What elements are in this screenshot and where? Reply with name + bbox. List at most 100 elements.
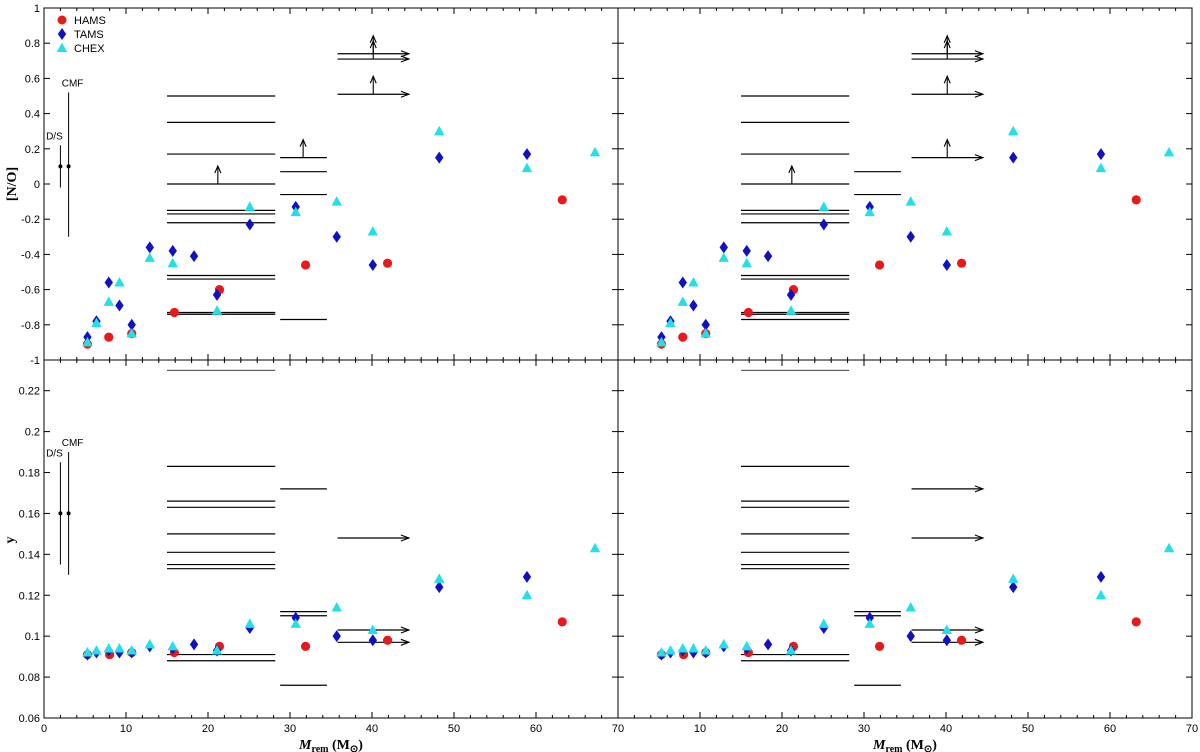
y-tick-label: 0.08 bbox=[19, 672, 40, 684]
lower-limit-arrow-head bbox=[974, 154, 985, 162]
limit-arrow-up-head bbox=[299, 138, 307, 147]
chex-point bbox=[941, 226, 953, 236]
tams-point bbox=[1009, 151, 1018, 164]
tams-point bbox=[701, 318, 710, 331]
limit-arrow-up-head bbox=[369, 39, 377, 49]
y-axis-title-y: y bbox=[3, 537, 18, 544]
errorbar-center bbox=[58, 164, 63, 169]
limit-arrow-right-head bbox=[400, 638, 411, 646]
chex-point bbox=[521, 162, 533, 173]
hams-point bbox=[956, 635, 967, 645]
hams-point bbox=[956, 258, 967, 268]
chex-point bbox=[785, 305, 797, 315]
legend-marker-tams bbox=[57, 28, 67, 40]
tams-point bbox=[689, 646, 698, 659]
chex-point bbox=[144, 638, 155, 649]
chex-point bbox=[741, 257, 752, 268]
hams-point bbox=[874, 260, 885, 270]
chex-point bbox=[244, 618, 256, 628]
x-tick-label: 10 bbox=[120, 723, 132, 735]
tams-point bbox=[906, 630, 915, 643]
hams-point bbox=[104, 332, 114, 342]
hams-point bbox=[557, 195, 567, 205]
y-tick-label: 0.4 bbox=[25, 109, 40, 121]
x-tick-label: 20 bbox=[776, 723, 788, 735]
y-tick-label: -0.6 bbox=[21, 285, 40, 297]
chex-point bbox=[211, 644, 223, 655]
errorbar-label: D/S bbox=[46, 131, 63, 142]
chex-point bbox=[677, 296, 688, 306]
chex-point bbox=[167, 640, 178, 651]
legend-marker-chex bbox=[56, 42, 68, 52]
y-tick-label: -0.4 bbox=[21, 249, 40, 261]
lower-limit-arrow-head bbox=[974, 90, 985, 98]
lower-limit-arrow-head bbox=[400, 50, 411, 58]
tams-point bbox=[942, 634, 952, 647]
tams-point bbox=[435, 151, 444, 164]
tams-point bbox=[719, 241, 728, 254]
tams-point bbox=[1096, 570, 1106, 583]
lower-limit-arrow-head bbox=[974, 50, 985, 58]
tams-point bbox=[368, 258, 378, 271]
y-tick-label: 0.6 bbox=[25, 73, 40, 85]
tams-point bbox=[763, 250, 773, 263]
chex-point bbox=[656, 647, 667, 657]
chex-point bbox=[144, 252, 155, 262]
chex-point bbox=[367, 226, 379, 236]
chex-point bbox=[91, 317, 102, 328]
tams-point bbox=[1096, 148, 1106, 161]
chex-point bbox=[677, 642, 688, 653]
y-tick-label: 0.8 bbox=[25, 38, 40, 50]
tams-point bbox=[763, 638, 773, 651]
chex-point bbox=[864, 618, 875, 628]
chex-point bbox=[103, 642, 114, 653]
chex-point bbox=[126, 644, 137, 655]
chex-point bbox=[718, 252, 729, 262]
panel-frame-y-right bbox=[617, 359, 1193, 719]
tams-point bbox=[332, 230, 341, 243]
legend-label-hams: HAMS bbox=[74, 15, 106, 27]
chex-point bbox=[665, 644, 676, 655]
chex-point bbox=[244, 201, 256, 211]
errorbar-label: CMF bbox=[62, 438, 84, 449]
tams-point bbox=[291, 611, 300, 624]
chex-point bbox=[167, 257, 178, 268]
chex-point bbox=[290, 206, 301, 217]
tams-point bbox=[245, 218, 255, 231]
chex-point bbox=[434, 125, 445, 136]
x-tick-label: 70 bbox=[612, 723, 624, 735]
x-tick-label: 20 bbox=[202, 723, 214, 735]
legend-label-chex: CHEX bbox=[74, 43, 105, 55]
y-axis-title-no: [N/O] bbox=[5, 167, 20, 201]
chex-point bbox=[1163, 542, 1175, 553]
hams-point bbox=[557, 617, 567, 627]
y-tick-label: 0.22 bbox=[19, 386, 40, 398]
errorbar-label: D/S bbox=[46, 448, 63, 459]
y-tick-label: -0.2 bbox=[21, 214, 40, 226]
tams-point bbox=[189, 638, 199, 651]
y-tick-label: -1 bbox=[30, 355, 40, 367]
x-axis-title: Mrem (M⊙) bbox=[872, 738, 937, 752]
chex-point bbox=[103, 296, 114, 306]
x-tick-label: 0 bbox=[41, 723, 47, 735]
errorbar-center bbox=[58, 511, 63, 516]
limit-arrow-up-head bbox=[943, 74, 951, 84]
limit-arrow-right-head bbox=[400, 534, 411, 542]
chex-point bbox=[1008, 573, 1019, 583]
chex-point bbox=[521, 589, 533, 600]
tams-point bbox=[942, 258, 952, 271]
chex-point bbox=[1095, 589, 1107, 600]
hams-point bbox=[1131, 195, 1141, 205]
tams-point bbox=[865, 611, 874, 624]
chex-point bbox=[818, 201, 830, 211]
chex-point bbox=[905, 602, 916, 612]
y-tick-label: 0.2 bbox=[25, 427, 40, 439]
tams-point bbox=[332, 630, 341, 643]
y-tick-label: 1 bbox=[34, 3, 40, 15]
tams-point bbox=[906, 230, 915, 243]
tams-point bbox=[368, 634, 378, 647]
panel-frame-no-left bbox=[43, 7, 619, 361]
x-tick-label: 30 bbox=[284, 723, 296, 735]
chex-point bbox=[785, 644, 797, 655]
